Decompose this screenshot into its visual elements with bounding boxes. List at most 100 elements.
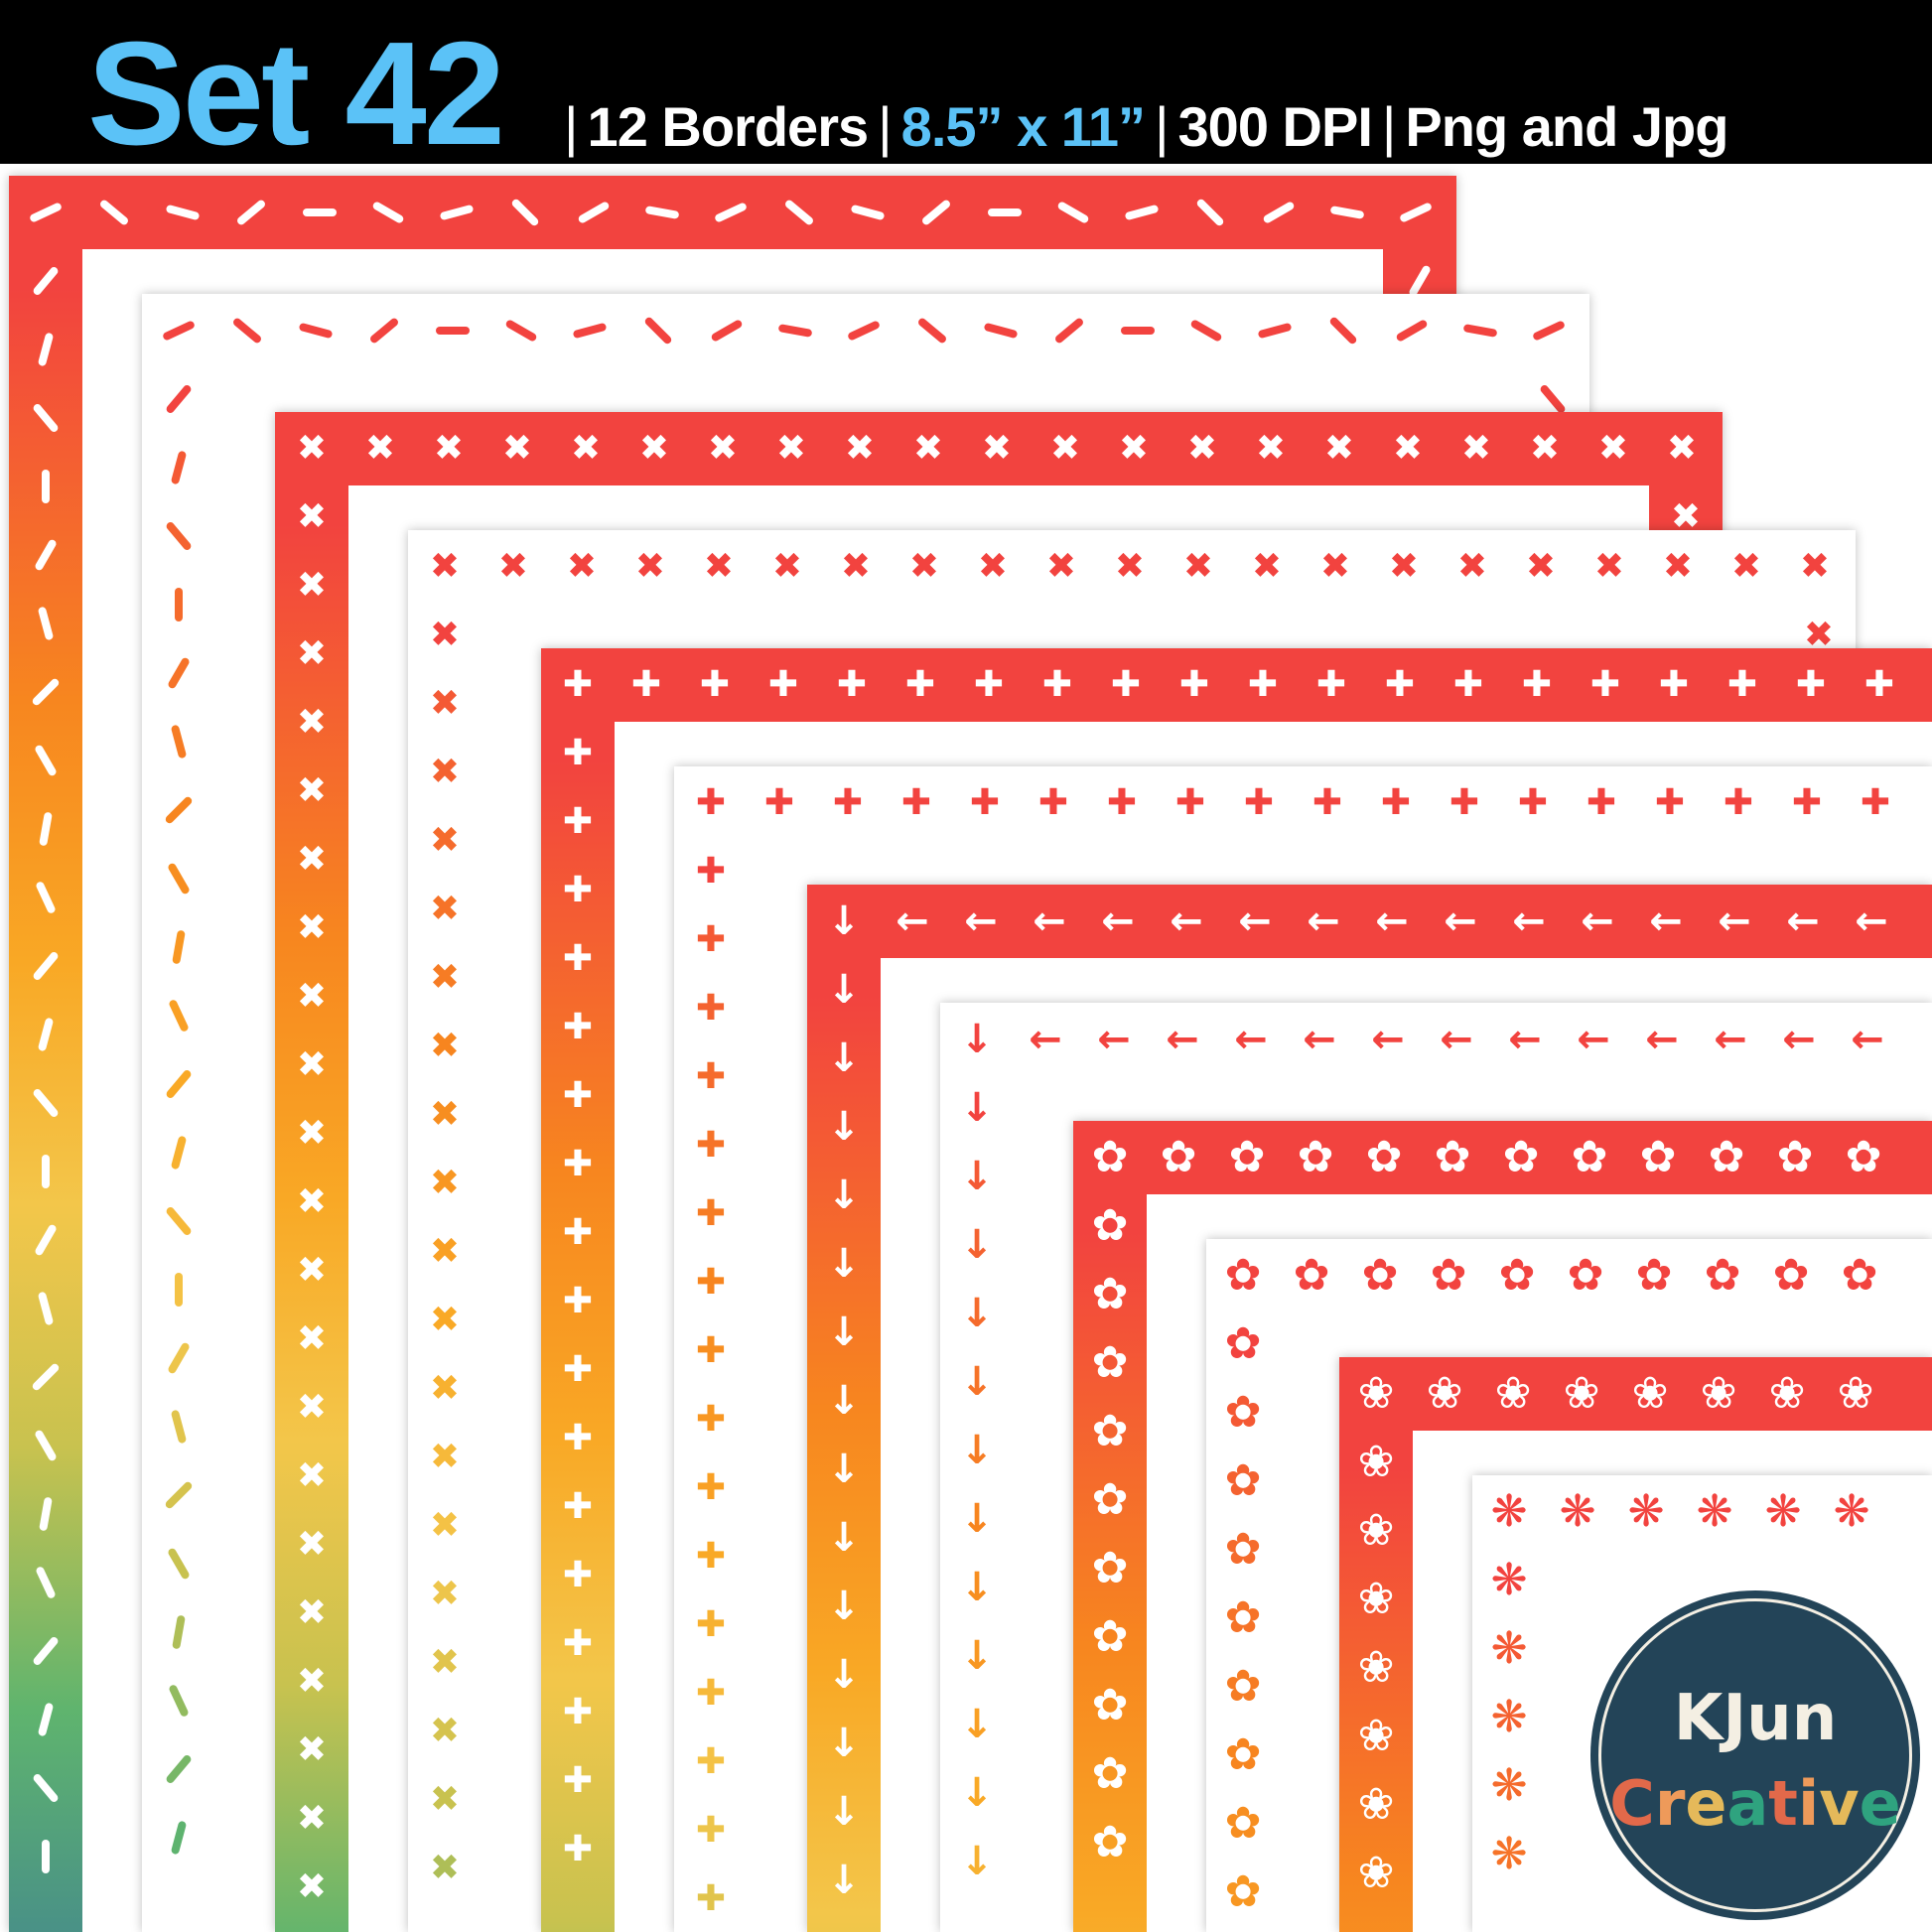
plus-icon: ✚	[900, 782, 932, 823]
cross-icon: ✖	[296, 907, 328, 948]
stitch-dash-icon	[168, 1683, 190, 1719]
plus-icon: ✚	[562, 870, 594, 910]
arrow-icon: ↓	[827, 1035, 861, 1081]
plus-icon: ✚	[1384, 664, 1416, 705]
stitch-dash-icon	[1124, 204, 1160, 221]
plus-icon: ✚	[562, 1555, 594, 1595]
flower-ring-icon: ✿	[1498, 1250, 1536, 1301]
cross-icon: ✖	[296, 1798, 328, 1839]
arrow-icon: ←	[1101, 898, 1135, 944]
plus-icon: ✚	[836, 664, 868, 705]
stitch-dash-icon	[161, 320, 197, 342]
plus-icon: ✚	[695, 1056, 727, 1097]
flower-ring-icon: ✿	[1228, 1132, 1266, 1182]
flower-ring-icon: ✿	[1091, 1406, 1129, 1456]
cross-icon: ✖	[977, 546, 1009, 587]
plus-icon: ✚	[562, 1692, 594, 1732]
separator: |	[1154, 95, 1170, 158]
stitch-dash-icon	[510, 198, 540, 227]
arrow-icon: ↓	[827, 1584, 861, 1629]
plus-icon: ✚	[695, 1673, 727, 1714]
flower-ring-icon: ✿	[1639, 1132, 1677, 1182]
cross-icon: ✖	[429, 1026, 461, 1066]
cross-icon: ✖	[1186, 428, 1218, 469]
stitch-dash-icon	[167, 656, 191, 690]
cross-icon: ✖	[296, 633, 328, 674]
arrow-icon: ←	[1649, 898, 1683, 944]
plus-icon: ✚	[1315, 664, 1347, 705]
arrow-icon: ↓	[960, 1291, 994, 1336]
stitch-dash-icon	[920, 199, 952, 226]
cross-icon: ✖	[296, 770, 328, 811]
plus-icon: ✚	[562, 1829, 594, 1869]
arrow-icon: ←	[1029, 1017, 1062, 1062]
logo-letter: e	[1685, 1767, 1727, 1840]
arrow-icon: ←	[896, 898, 929, 944]
arrow-icon: ↓	[960, 1085, 994, 1131]
flower-ring-icon: ✿	[1571, 1132, 1608, 1182]
stitch-dash-icon	[504, 319, 538, 343]
stitch-dash-icon	[168, 998, 190, 1034]
stitch-dash-icon	[777, 324, 813, 338]
flower-icon: ❀	[1563, 1368, 1600, 1419]
flower-ring-icon: ✿	[1091, 1611, 1129, 1662]
stitch-dash-icon	[37, 1291, 55, 1326]
cross-icon: ✖	[1593, 546, 1625, 587]
flower-icon: ❀	[1357, 1574, 1395, 1624]
flower-icon: ❀	[1494, 1368, 1532, 1419]
arrow-icon: ↓	[960, 1839, 994, 1884]
cross-icon: ✖	[1323, 428, 1355, 469]
logo-line2: Creative	[1590, 1767, 1920, 1840]
plus-icon: ✚	[1452, 664, 1484, 705]
flower-ring-icon: ✿	[1224, 1592, 1262, 1643]
stitch-dash-icon	[172, 1614, 186, 1650]
stitch-dash-icon	[165, 1753, 193, 1785]
stitch-dash-icon	[170, 1409, 188, 1445]
arrow-icon: ↓	[960, 1565, 994, 1610]
flower-ring-icon: ✿	[1776, 1132, 1814, 1182]
arrow-icon: ↓	[827, 1310, 861, 1355]
stitch-dash-icon	[439, 204, 475, 221]
flower-ring-icon: ✿	[1224, 1798, 1262, 1849]
stitch-dash-icon	[42, 470, 50, 503]
arrow-icon: ←	[1307, 898, 1340, 944]
plus-icon: ✚	[562, 1281, 594, 1321]
flower-ring-icon: ✿	[1704, 1250, 1741, 1301]
stitch-dash-icon	[32, 1087, 60, 1119]
stitch-dash-icon	[39, 811, 53, 847]
cross-icon: ✖	[1460, 428, 1492, 469]
cross-icon: ✖	[707, 428, 739, 469]
stitch-dash-icon	[28, 202, 64, 223]
flower-ring-icon: ✿	[1502, 1132, 1540, 1182]
arrow-icon: ↓	[827, 1447, 861, 1492]
stitch-dash-icon	[644, 206, 680, 219]
stitch-dash-icon	[846, 320, 882, 342]
cross-icon: ✖	[296, 1524, 328, 1565]
stitch-dash-icon	[1531, 320, 1567, 342]
arrow-icon: ↓	[827, 898, 861, 944]
plus-icon: ✚	[695, 1399, 727, 1440]
stitch-dash-icon	[165, 383, 193, 415]
plus-icon: ✚	[1041, 664, 1073, 705]
arrow-icon: ↓	[827, 1515, 861, 1561]
cross-icon: ✖	[429, 957, 461, 998]
cross-icon: ✖	[296, 1250, 328, 1291]
plus-icon: ✚	[695, 1125, 727, 1166]
stitch-dash-icon	[1189, 319, 1223, 343]
plus-icon: ✚	[1110, 664, 1142, 705]
cross-icon: ✖	[296, 1592, 328, 1633]
cross-icon: ✖	[433, 428, 465, 469]
cross-icon: ✖	[1670, 496, 1702, 537]
cross-icon: ✖	[429, 1848, 461, 1888]
cross-icon: ✖	[501, 428, 533, 469]
flower-icon: ❀	[1700, 1368, 1737, 1419]
plus-icon: ✚	[1589, 664, 1621, 705]
cross-icon: ✖	[296, 839, 328, 880]
cross-icon: ✖	[840, 546, 872, 587]
cross-icon: ✖	[566, 546, 598, 587]
plus-icon: ✚	[904, 664, 936, 705]
plus-icon: ✚	[767, 664, 799, 705]
asterisk-flower-icon: ❋	[1627, 1486, 1665, 1537]
arrow-icon: ←	[1581, 898, 1614, 944]
stitch-dash-icon	[983, 322, 1019, 340]
